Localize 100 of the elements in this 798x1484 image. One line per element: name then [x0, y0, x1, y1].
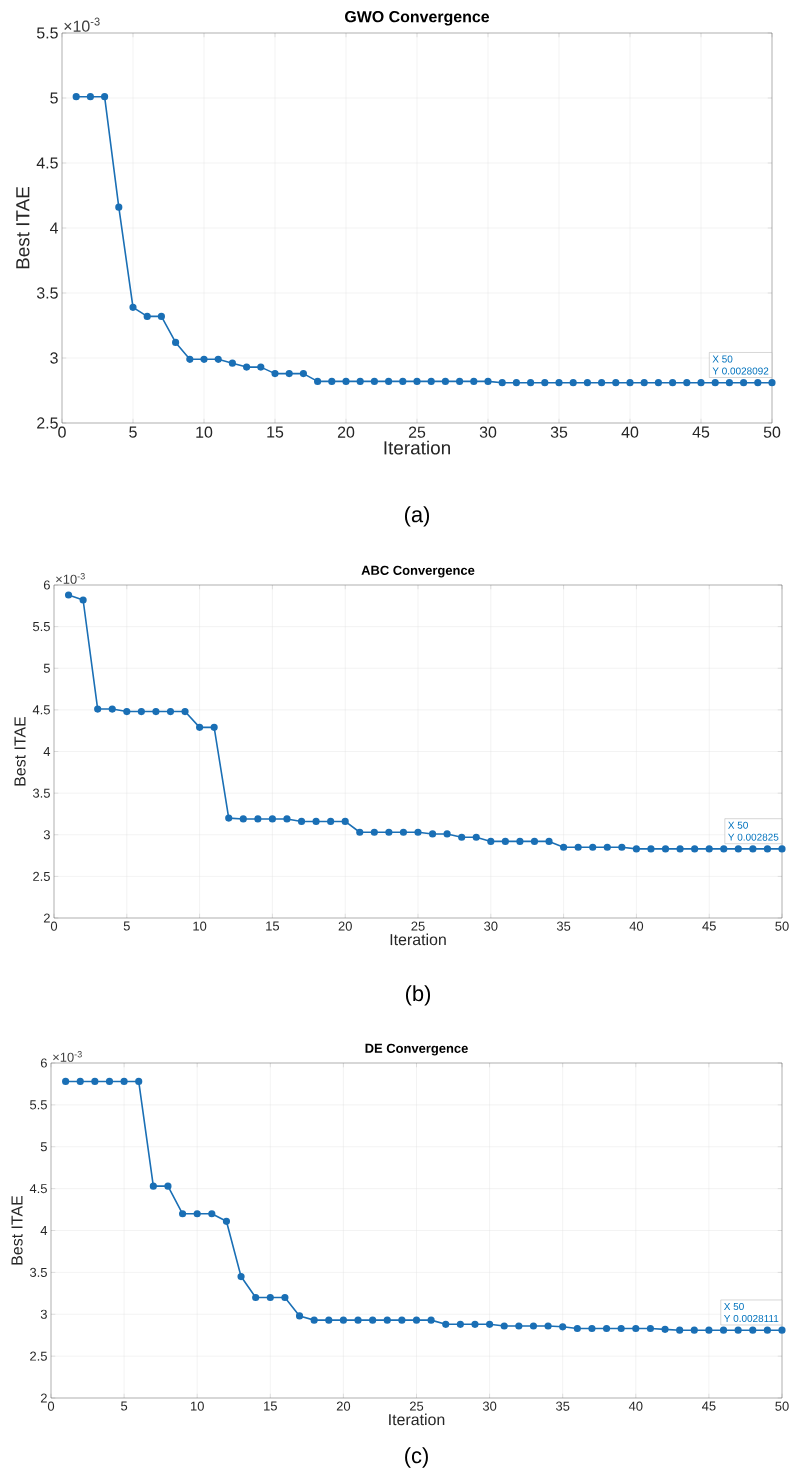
- point: [734, 1326, 742, 1334]
- point: [705, 845, 713, 853]
- point: [214, 355, 222, 363]
- point: [512, 379, 520, 387]
- point: [310, 1316, 318, 1324]
- y-tick-label: 5: [50, 92, 58, 104]
- point: [763, 845, 772, 853]
- x-tick-label: 20: [338, 921, 352, 931]
- point: [86, 93, 94, 101]
- point: [105, 1077, 114, 1086]
- point: [544, 1322, 552, 1330]
- y-tick-label: 4: [40, 1226, 48, 1235]
- x-tick-label: 10: [196, 426, 213, 438]
- x-tick-label: 20: [337, 426, 355, 438]
- point: [697, 379, 705, 387]
- point: [442, 1320, 450, 1328]
- y-axis-title: Best ITAE: [14, 716, 26, 786]
- x-tick-label: 0: [50, 921, 58, 931]
- point: [545, 837, 553, 846]
- point: [443, 830, 451, 838]
- point: [560, 843, 568, 851]
- point: [501, 837, 509, 846]
- point: [283, 815, 291, 823]
- y-tick-label: 3.5: [36, 287, 58, 299]
- point: [268, 815, 276, 823]
- point: [325, 1316, 333, 1324]
- point: [79, 596, 87, 604]
- point: [413, 377, 421, 385]
- point: [691, 845, 699, 853]
- point: [137, 707, 145, 716]
- x-tick-label: 35: [556, 921, 571, 931]
- point: [225, 814, 233, 822]
- y-tick-label: 6: [43, 580, 50, 590]
- point: [196, 723, 204, 731]
- point: [243, 363, 251, 371]
- point: [178, 1210, 187, 1218]
- point: [530, 837, 539, 846]
- point: [327, 817, 335, 826]
- point: [341, 817, 349, 826]
- point: [588, 1324, 596, 1333]
- text: ×10$^{-3}$: [64, 17, 100, 32]
- point: [398, 1316, 406, 1324]
- point: [237, 1272, 245, 1281]
- x-tick-label: 50: [763, 426, 781, 438]
- point: [328, 377, 336, 385]
- point: [470, 377, 478, 385]
- x-tick-label: 35: [550, 426, 568, 438]
- point: [299, 370, 307, 378]
- x-tick-label: 45: [702, 1401, 716, 1411]
- point: [484, 377, 492, 385]
- point: [647, 845, 655, 853]
- point: [120, 1077, 128, 1086]
- point: [228, 359, 236, 367]
- y-tick-label: 2: [43, 913, 50, 923]
- x-tick-label: 25: [408, 426, 426, 438]
- point: [123, 707, 131, 716]
- point: [129, 303, 137, 311]
- point: [602, 1324, 611, 1333]
- text: (c): [405, 1447, 428, 1468]
- point: [569, 379, 577, 387]
- point: [661, 845, 670, 853]
- point: [456, 377, 464, 385]
- point: [458, 833, 466, 841]
- point: [515, 1322, 523, 1330]
- y-axis-title: Best ITAE: [16, 186, 30, 269]
- point: [412, 1316, 421, 1324]
- point: [257, 363, 265, 371]
- x-tick-label: 50: [775, 1401, 789, 1411]
- point: [200, 355, 208, 363]
- point: [669, 379, 677, 387]
- y-tick-label: 3.5: [29, 1267, 47, 1277]
- point: [734, 845, 742, 853]
- point: [427, 1316, 435, 1324]
- text: (b): [405, 985, 431, 1006]
- point: [646, 1324, 655, 1333]
- x-tick-label: 30: [482, 1401, 497, 1411]
- y-tick-label: 2: [40, 1393, 47, 1403]
- chart-title: DE Convergence: [365, 1043, 468, 1056]
- point: [618, 843, 626, 851]
- point: [683, 379, 691, 387]
- point: [705, 1326, 713, 1334]
- point: [749, 845, 757, 853]
- y-tick-label: 5: [43, 663, 50, 673]
- point: [527, 379, 535, 387]
- point: [222, 1217, 231, 1225]
- x-axis-title: Iteration: [384, 440, 450, 455]
- point: [314, 377, 322, 385]
- point: [441, 377, 449, 385]
- y-tick-label: 5.5: [29, 1100, 47, 1110]
- point: [574, 843, 582, 851]
- point: [516, 837, 524, 846]
- point: [399, 377, 407, 385]
- point: [399, 828, 408, 836]
- point: [612, 379, 620, 387]
- point: [115, 203, 123, 211]
- x-tick-label: 40: [629, 921, 644, 931]
- point: [427, 377, 435, 385]
- point: [356, 377, 364, 385]
- point: [640, 379, 648, 387]
- point: [339, 1316, 347, 1324]
